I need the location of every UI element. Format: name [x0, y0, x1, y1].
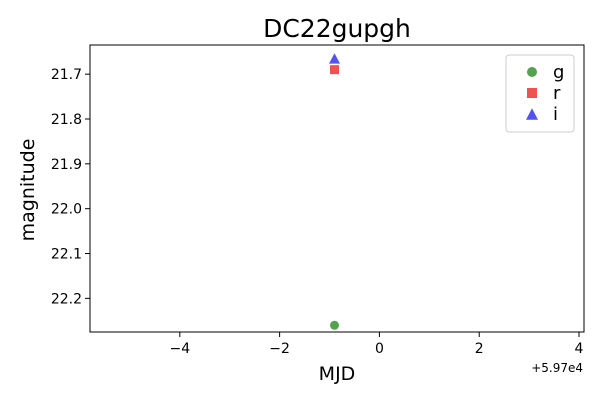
- legend-marker-r: [527, 88, 537, 98]
- x-tick-label: 2: [475, 341, 484, 357]
- x-tick-label: 0: [375, 341, 384, 357]
- legend-label-i: i: [553, 104, 558, 125]
- legend-marker-g: [527, 67, 537, 77]
- chart-title: DC22gupgh: [263, 14, 411, 43]
- x-axis-label: MJD: [319, 363, 356, 385]
- data-point-g: [330, 320, 340, 330]
- y-tick-label: 21.7: [51, 67, 82, 83]
- legend: gri: [505, 54, 575, 133]
- data-point-i: [329, 53, 341, 64]
- y-tick-label: 21.9: [51, 157, 82, 173]
- x-axis-offset-label: +5.97e4: [531, 361, 583, 375]
- y-tick-label: 21.8: [51, 112, 82, 128]
- axis-ticks: −4 −2 0 2 4 21.7 21.8 21.9 22.0 22.1 22.2: [51, 67, 584, 357]
- y-tick-label: 22.0: [51, 202, 82, 218]
- y-tick-label: 22.1: [51, 247, 82, 263]
- legend-label-r: r: [553, 83, 561, 104]
- y-axis-label: magnitude: [17, 139, 39, 242]
- legend-marker-i: [526, 108, 538, 120]
- legend-label-g: g: [553, 62, 564, 83]
- plot-frame: [89, 44, 585, 333]
- data-point-r: [330, 65, 340, 75]
- legend-box: [505, 54, 575, 133]
- y-tick-label: 22.2: [51, 291, 82, 307]
- x-tick-label: 4: [575, 341, 584, 357]
- x-tick-label: −4: [169, 341, 190, 357]
- data-points: [329, 53, 341, 330]
- x-tick-label: −2: [269, 341, 290, 357]
